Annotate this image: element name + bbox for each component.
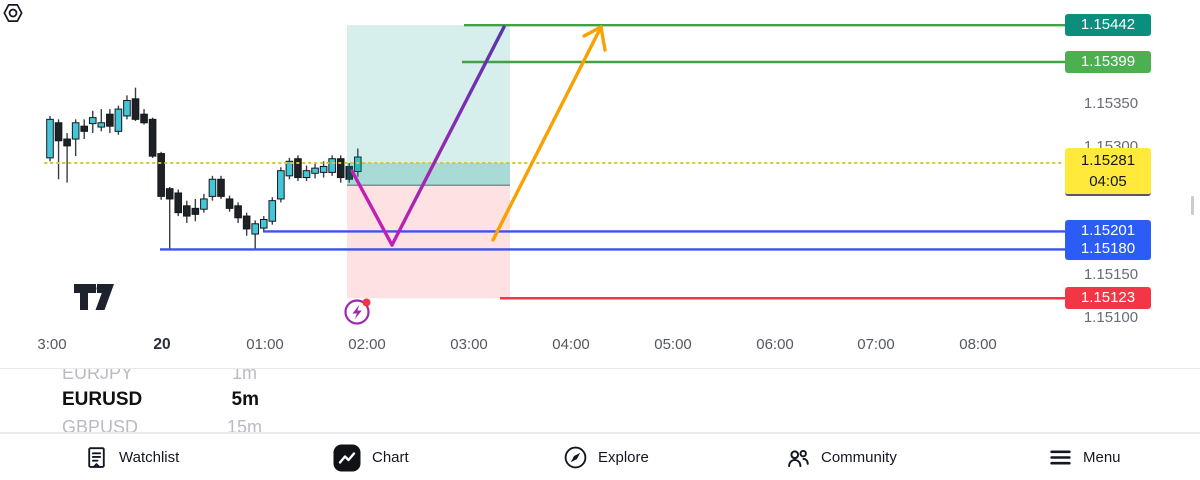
candle-up bbox=[354, 156, 362, 173]
candle-down bbox=[183, 205, 191, 217]
long-position-tool[interactable] bbox=[347, 25, 510, 299]
nav-label: Menu bbox=[1083, 449, 1121, 466]
time-axis-label: 07:00 bbox=[857, 336, 895, 353]
candle-up bbox=[259, 218, 268, 229]
time-axis-label: 04:00 bbox=[552, 336, 590, 353]
divider bbox=[0, 368, 1200, 369]
zigzag-arrow-down[interactable] bbox=[350, 169, 394, 247]
symbol-label[interactable]: EURUSD bbox=[62, 389, 143, 410]
candle-down bbox=[294, 158, 302, 179]
candle-up bbox=[71, 122, 80, 140]
price-badge-resistance-1: 1.15201 bbox=[1065, 220, 1151, 243]
nav-explore[interactable]: Explore bbox=[563, 434, 649, 480]
nav-menu[interactable]: Menu bbox=[1048, 434, 1121, 480]
candle-down bbox=[217, 178, 225, 197]
candle-down bbox=[148, 118, 157, 157]
candle-down bbox=[174, 192, 183, 214]
candle-down bbox=[106, 113, 114, 127]
candle-up bbox=[319, 165, 328, 173]
candle-up bbox=[268, 200, 277, 222]
symbol-label[interactable]: GBPUSD bbox=[62, 417, 139, 432]
nav-watchlist[interactable]: Watchlist bbox=[84, 434, 179, 480]
timeframe-label[interactable]: 1m bbox=[231, 369, 257, 383]
price-badge-target-upper: 1.15442 bbox=[1065, 14, 1151, 37]
candle-up bbox=[285, 160, 294, 177]
candle-down bbox=[157, 153, 165, 197]
candle-down bbox=[140, 113, 148, 124]
nav-label: Watchlist bbox=[119, 449, 180, 466]
candle-up bbox=[277, 170, 285, 200]
price-axis-label: 1.15350 bbox=[1083, 94, 1139, 112]
candle-up bbox=[311, 167, 319, 174]
price-axis-label: 1.15150 bbox=[1083, 266, 1139, 284]
watchlist-icon bbox=[88, 447, 105, 468]
menu-hamburger-icon bbox=[1050, 450, 1071, 465]
candle-down bbox=[234, 205, 242, 219]
candle-down bbox=[54, 122, 63, 142]
bottom-navigation: Watchlist Chart Explore Community bbox=[0, 433, 1200, 480]
timeframe-label[interactable]: 15m bbox=[226, 417, 262, 432]
axis-settings-hexagon-icon[interactable] bbox=[0, 0, 26, 26]
time-axis-label: 08:00 bbox=[959, 336, 997, 353]
symbol-picker-row-gbpusd[interactable]: GBPUSD 15m bbox=[62, 417, 274, 432]
nav-community[interactable]: Community bbox=[785, 434, 897, 480]
symbol-picker-row-eurjpy[interactable]: EURJPY 1m bbox=[62, 369, 274, 384]
lightning-badge-icon[interactable] bbox=[344, 298, 371, 325]
divider bbox=[0, 432, 1200, 433]
price-axis-label: 1.15100 bbox=[1083, 308, 1139, 326]
candle-down bbox=[165, 188, 174, 200]
current-price-badge: 1.15281 04:05 bbox=[1065, 148, 1151, 196]
price-badge-support-1: 1.15180 bbox=[1065, 238, 1151, 261]
candle-up bbox=[97, 122, 106, 128]
candle-down bbox=[242, 215, 251, 230]
time-axis-label: 05:00 bbox=[654, 336, 692, 353]
price-badge-stop-line: 1.15123 bbox=[1065, 287, 1151, 310]
community-people-icon bbox=[788, 449, 809, 467]
candle-up bbox=[328, 158, 336, 173]
candle-up bbox=[200, 198, 208, 210]
candle-up bbox=[88, 117, 97, 125]
candle-up bbox=[114, 108, 123, 132]
explore-compass-icon bbox=[564, 446, 587, 469]
chart-area[interactable]: 1.15350 1.15300 1.15150 1.15100 1.15442 1.153… bbox=[0, 0, 1200, 368]
candle-up bbox=[251, 223, 259, 235]
candle-up bbox=[208, 178, 217, 197]
chart-toolbar-row: EURJPY 1m EURUSD 5m GBPUSD 15m bbox=[0, 369, 1200, 432]
candle-up bbox=[302, 170, 311, 179]
price-badge-target-lower: 1.15399 bbox=[1065, 50, 1151, 73]
nav-label: Chart bbox=[372, 449, 409, 466]
candle-down bbox=[63, 138, 71, 147]
symbol-label[interactable]: EURJPY bbox=[62, 369, 134, 383]
chart-icon bbox=[333, 444, 361, 471]
candle-up bbox=[123, 100, 131, 117]
time-axis-label: 03:00 bbox=[450, 336, 488, 353]
timeframe-label[interactable]: 5m bbox=[231, 389, 260, 410]
nav-chart[interactable]: Chart bbox=[332, 434, 409, 480]
zigzag-arrow-up[interactable] bbox=[390, 25, 506, 247]
time-axis-label: 3:00 bbox=[37, 336, 67, 353]
candlestick-series bbox=[46, 87, 362, 250]
candle-down bbox=[191, 207, 200, 215]
candle-down bbox=[225, 198, 234, 209]
nav-label: Community bbox=[821, 449, 897, 466]
time-axis-label: 06:00 bbox=[756, 336, 794, 353]
candle-down bbox=[336, 158, 345, 179]
candle-down bbox=[131, 98, 140, 120]
time-axis-label: 01:00 bbox=[246, 336, 284, 353]
nav-label: Explore bbox=[598, 449, 649, 466]
symbol-picker-row-eurusd[interactable]: EURUSD 5m bbox=[62, 389, 275, 411]
time-axis-label: 02:00 bbox=[348, 336, 386, 353]
time-axis-label: 20 bbox=[153, 336, 171, 353]
candle-down bbox=[80, 125, 89, 132]
projection-arrow[interactable] bbox=[491, 25, 607, 242]
tradingview-logo bbox=[74, 284, 114, 310]
scrollbar-mark[interactable] bbox=[1191, 196, 1194, 215]
profit-zone[interactable] bbox=[347, 25, 510, 163]
candle-up bbox=[46, 118, 54, 159]
loss-zone[interactable] bbox=[347, 185, 510, 299]
